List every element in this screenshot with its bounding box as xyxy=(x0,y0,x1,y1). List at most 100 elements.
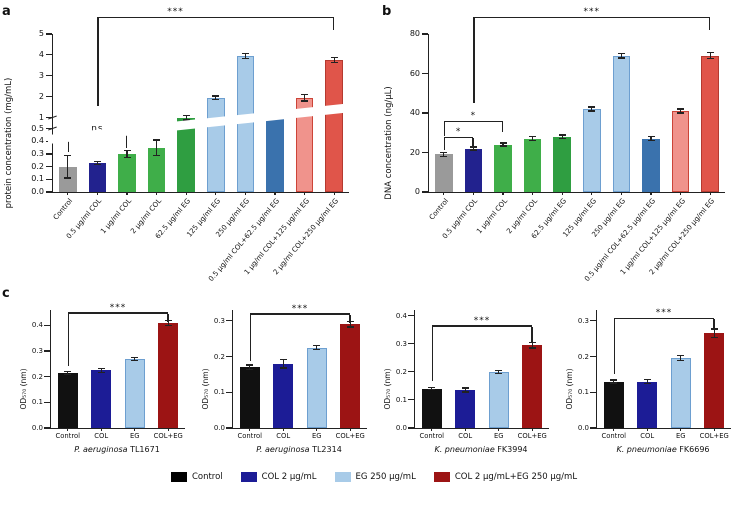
y-tick-label: 0.2 xyxy=(31,372,43,381)
y-tick-label: 0.4 xyxy=(31,136,44,146)
y-tick-label: 1 xyxy=(38,112,44,122)
error-cap xyxy=(643,379,651,381)
x-tick xyxy=(620,192,622,195)
x-tick xyxy=(100,428,102,431)
panel-a: a 0.0 0.1 0.2 0.3 0.4 0.5 1 2 3 4 5 Control 0.5 µg/m… xyxy=(0,4,380,288)
error-cap xyxy=(241,57,249,60)
error-cap xyxy=(279,367,287,369)
error-cap xyxy=(428,389,436,391)
x-tick xyxy=(333,192,335,195)
fk6696-chart: 0.0 0.1 0.2 0.3 Control COL EG COL+EG *** OD₅₇₀ (… xyxy=(558,308,740,440)
error-cap xyxy=(97,371,105,373)
sig-bracket xyxy=(613,319,616,375)
error-cap xyxy=(301,100,309,102)
bar xyxy=(582,109,601,192)
y-tick-label: 0.1 xyxy=(213,388,225,397)
error-cap xyxy=(469,149,477,151)
error-cap xyxy=(528,347,536,349)
error-cap xyxy=(346,326,354,328)
error-cap xyxy=(428,386,436,389)
bar xyxy=(273,363,294,428)
error-cap xyxy=(677,355,685,357)
bar xyxy=(266,115,284,192)
x-tick xyxy=(282,428,284,431)
error-cap xyxy=(588,110,596,112)
panel-b: b 0 20 40 60 80 Control 0.5 µg/ml COL 1 µg/ml C… xyxy=(380,4,742,288)
sig-bracket xyxy=(167,313,169,322)
error-bar xyxy=(249,365,251,370)
error-cap xyxy=(64,177,72,179)
y-tick-label: 4 xyxy=(38,49,44,59)
bar xyxy=(701,55,720,192)
panel-a-letter: a xyxy=(2,4,11,19)
error-cap xyxy=(677,108,685,110)
strain-id: TL1671 xyxy=(130,445,160,454)
legend-swatch xyxy=(170,472,187,482)
species-name: K. pneumoniae xyxy=(616,445,677,454)
x-tick xyxy=(215,192,217,195)
bar xyxy=(325,60,344,192)
sig-bracket xyxy=(473,18,475,104)
error-cap xyxy=(123,157,131,159)
error-cap xyxy=(706,58,714,60)
species-name: P. aeruginosa xyxy=(74,445,128,454)
protein-concentration-chart: 0.0 0.1 0.2 0.3 0.4 0.5 1 2 3 4 5 Control 0.5 µg/ml … xyxy=(0,7,380,283)
sig-bracket xyxy=(249,314,252,361)
sig-bracket xyxy=(613,318,715,320)
bar xyxy=(522,345,543,428)
y-tick-label: 0.1 xyxy=(395,395,407,404)
x-tick xyxy=(126,192,128,195)
error-cap xyxy=(131,356,139,358)
y-axis-label: OD₅₇₀ (nm) xyxy=(201,368,210,410)
bar xyxy=(553,136,572,192)
y-tick-label: 0.2 xyxy=(395,367,407,376)
x-tick-label: EG xyxy=(675,432,686,440)
bar xyxy=(637,381,658,428)
bar xyxy=(58,166,77,192)
x-tick xyxy=(502,192,504,195)
subpanel-tl2314: 0.0 0.1 0.2 0.3 Control COL EG COL+EG *** OD₅₇₀ (… xyxy=(194,290,376,454)
error-cap xyxy=(164,324,172,326)
error-bar xyxy=(472,146,475,151)
figure: a 0.0 0.1 0.2 0.3 0.4 0.5 1 2 3 4 5 Control 0.5 µg/m… xyxy=(0,4,742,482)
subpanel-tl1671: 0.0 0.1 0.2 0.3 0.4 Control COL EG COL+EG *** OD₅₇… xyxy=(12,290,194,454)
y-tick xyxy=(44,427,50,429)
x-tick xyxy=(156,192,158,195)
x-tick-label: EG xyxy=(493,432,504,440)
bar xyxy=(239,367,260,428)
error-cap xyxy=(153,154,161,156)
sig-label: *** xyxy=(583,7,601,18)
y-tick-label: 2 xyxy=(38,91,44,101)
tl1671-chart: 0.0 0.1 0.2 0.3 0.4 Control COL EG COL+EG *** OD₅₇… xyxy=(12,303,194,440)
bar xyxy=(494,144,512,192)
y-tick xyxy=(408,314,414,317)
bar xyxy=(91,370,112,428)
x-tick-label: COL+EG xyxy=(153,432,183,440)
error-cap xyxy=(495,369,503,372)
error-cap xyxy=(64,154,72,156)
y-tick xyxy=(422,191,428,193)
y-tick xyxy=(590,355,596,357)
sig-label: * xyxy=(470,111,477,122)
error-cap xyxy=(241,52,249,55)
x-tick-label: COL+EG xyxy=(335,432,365,440)
bar xyxy=(206,97,225,192)
sig-bracket xyxy=(67,135,70,153)
x-tick xyxy=(531,428,533,431)
error-cap xyxy=(647,136,655,138)
x-tick xyxy=(244,192,246,195)
x-tick xyxy=(613,428,615,431)
y-tick-label: 80 xyxy=(409,29,420,38)
y-tick-label: 40 xyxy=(409,108,420,117)
y-tick xyxy=(46,153,52,155)
strain-id: FK6696 xyxy=(679,445,710,454)
y-tick-label: 0.1 xyxy=(31,174,44,184)
y-axis-label: protein concentration (mg/mL) xyxy=(4,77,14,209)
bar xyxy=(57,372,78,428)
error-cap xyxy=(617,57,625,59)
y-tick-label: 0.0 xyxy=(31,424,43,432)
x-tick-label: COL xyxy=(640,432,655,440)
x-tick xyxy=(304,192,306,195)
legend-swatch xyxy=(334,472,351,482)
sig-bracket xyxy=(249,313,351,315)
